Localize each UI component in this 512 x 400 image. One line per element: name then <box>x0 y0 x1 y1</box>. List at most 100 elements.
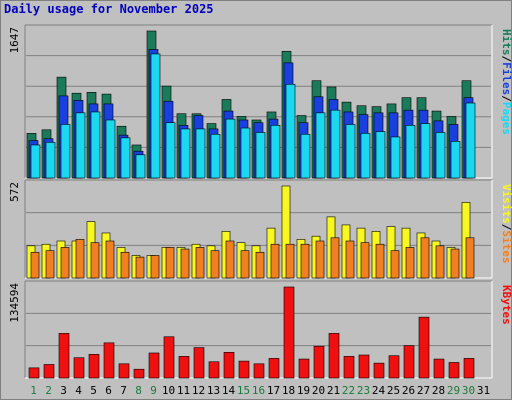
x-label-day-15: 15 <box>237 384 250 397</box>
x-label-day-29: 29 <box>447 384 460 397</box>
bar-sites-day-8 <box>135 256 145 279</box>
bar-pages-day-23 <box>360 133 371 179</box>
chart-title: Daily usage for November 2025 <box>4 2 214 16</box>
bar-pages-day-24 <box>375 131 386 179</box>
x-label-day-28: 28 <box>432 384 445 397</box>
x-label-day-17: 17 <box>267 384 280 397</box>
bar-sites-day-20 <box>315 240 325 279</box>
bar-pages-day-27 <box>420 123 431 179</box>
bar-pages-day-11 <box>180 128 191 179</box>
bar-kbytes-day-25 <box>388 355 400 379</box>
bar-pages-day-28 <box>435 132 446 179</box>
x-label-day-18: 18 <box>282 384 295 397</box>
bar-kbytes-day-20 <box>313 345 325 379</box>
bar-pages-day-16 <box>255 132 266 179</box>
bar-kbytes-day-23 <box>358 354 370 379</box>
bar-kbytes-day-27 <box>418 316 430 379</box>
bar-kbytes-day-11 <box>178 356 190 379</box>
bar-sites-day-13 <box>210 250 220 279</box>
x-label-day-14: 14 <box>222 384 236 397</box>
visits-y-max-label: 572 <box>8 182 21 202</box>
bar-kbytes-day-14 <box>223 352 235 379</box>
bar-kbytes-day-6 <box>103 342 115 379</box>
bar-sites-day-25 <box>390 250 400 279</box>
x-label-day-31: 31 <box>477 384 490 397</box>
visits-side-label-part: Sites <box>500 230 512 263</box>
bar-sites-day-24 <box>375 243 385 279</box>
bar-pages-day-26 <box>405 125 416 179</box>
bar-kbytes-day-10 <box>163 336 175 379</box>
bar-sites-day-29 <box>450 248 460 279</box>
bar-kbytes-day-22 <box>343 356 355 379</box>
bar-sites-day-19 <box>300 243 310 279</box>
bar-kbytes-day-17 <box>268 358 280 379</box>
bar-pages-day-6 <box>105 119 116 179</box>
bar-pages-day-14 <box>225 118 236 179</box>
x-label-day-12: 12 <box>192 384 205 397</box>
requests-side-label-part: Files <box>500 62 512 95</box>
bar-kbytes-day-16 <box>253 363 265 379</box>
bar-sites-day-5 <box>90 242 100 279</box>
requests-side-label-part: Pages <box>500 102 512 135</box>
bar-kbytes-day-3 <box>58 333 70 379</box>
kbytes-side-label: KBytes <box>500 285 512 325</box>
bar-sites-day-17 <box>270 243 280 279</box>
bar-kbytes-day-26 <box>403 345 415 379</box>
bar-sites-day-21 <box>330 237 340 279</box>
bar-pages-day-18 <box>285 83 296 179</box>
x-label-day-21: 21 <box>327 384 340 397</box>
x-label-day-23: 23 <box>357 384 370 397</box>
bar-kbytes-day-4 <box>73 357 85 379</box>
bar-sites-day-9 <box>150 255 160 279</box>
bar-pages-day-9 <box>150 53 161 179</box>
bar-kbytes-day-21 <box>328 333 340 379</box>
x-label-day-27: 27 <box>417 384 430 397</box>
bar-pages-day-29 <box>450 141 461 179</box>
bar-sites-day-11 <box>180 248 190 279</box>
bar-pages-day-12 <box>195 128 206 179</box>
visits-side-label-part: / <box>500 224 512 231</box>
bar-sites-day-4 <box>75 239 85 279</box>
kbytes-side-label-part: KBytes <box>500 285 512 325</box>
x-label-day-20: 20 <box>312 384 325 397</box>
x-label-day-10: 10 <box>162 384 175 397</box>
bar-kbytes-day-19 <box>298 358 310 379</box>
bar-kbytes-day-13 <box>208 361 220 379</box>
bar-pages-day-22 <box>345 124 356 179</box>
bar-kbytes-day-15 <box>238 360 250 379</box>
bar-pages-day-30 <box>465 102 476 179</box>
bar-sites-day-30 <box>465 237 475 279</box>
bar-kbytes-day-8 <box>133 368 145 379</box>
bar-sites-day-3 <box>60 247 70 279</box>
x-label-day-2: 2 <box>45 384 52 397</box>
x-label-day-6: 6 <box>105 384 112 397</box>
bar-sites-day-18 <box>285 243 295 279</box>
bar-kbytes-day-29 <box>448 362 460 379</box>
x-label-day-25: 25 <box>387 384 400 397</box>
x-label-day-22: 22 <box>342 384 355 397</box>
bar-sites-day-6 <box>105 240 115 279</box>
bar-pages-day-17 <box>270 125 281 179</box>
bar-pages-day-4 <box>75 112 86 179</box>
x-label-day-9: 9 <box>150 384 157 397</box>
bar-sites-day-15 <box>240 250 250 279</box>
bar-pages-day-8 <box>135 154 146 179</box>
bar-pages-day-3 <box>60 124 71 179</box>
x-label-day-26: 26 <box>402 384 415 397</box>
bar-sites-day-22 <box>345 240 355 279</box>
bar-sites-day-16 <box>255 251 265 279</box>
visits-side-label-part: Visits <box>500 184 512 224</box>
x-label-day-11: 11 <box>177 384 190 397</box>
bar-pages-day-19 <box>300 133 311 179</box>
x-label-day-13: 13 <box>207 384 220 397</box>
requests-y-max-label: 1647 <box>8 27 21 54</box>
x-label-day-4: 4 <box>75 384 82 397</box>
x-label-day-3: 3 <box>60 384 67 397</box>
x-label-day-1: 1 <box>30 384 37 397</box>
bar-pages-day-20 <box>315 112 326 179</box>
bar-pages-day-15 <box>240 127 251 179</box>
bar-kbytes-day-2 <box>43 364 55 379</box>
bar-sites-day-1 <box>30 251 40 279</box>
bar-sites-day-12 <box>195 247 205 279</box>
